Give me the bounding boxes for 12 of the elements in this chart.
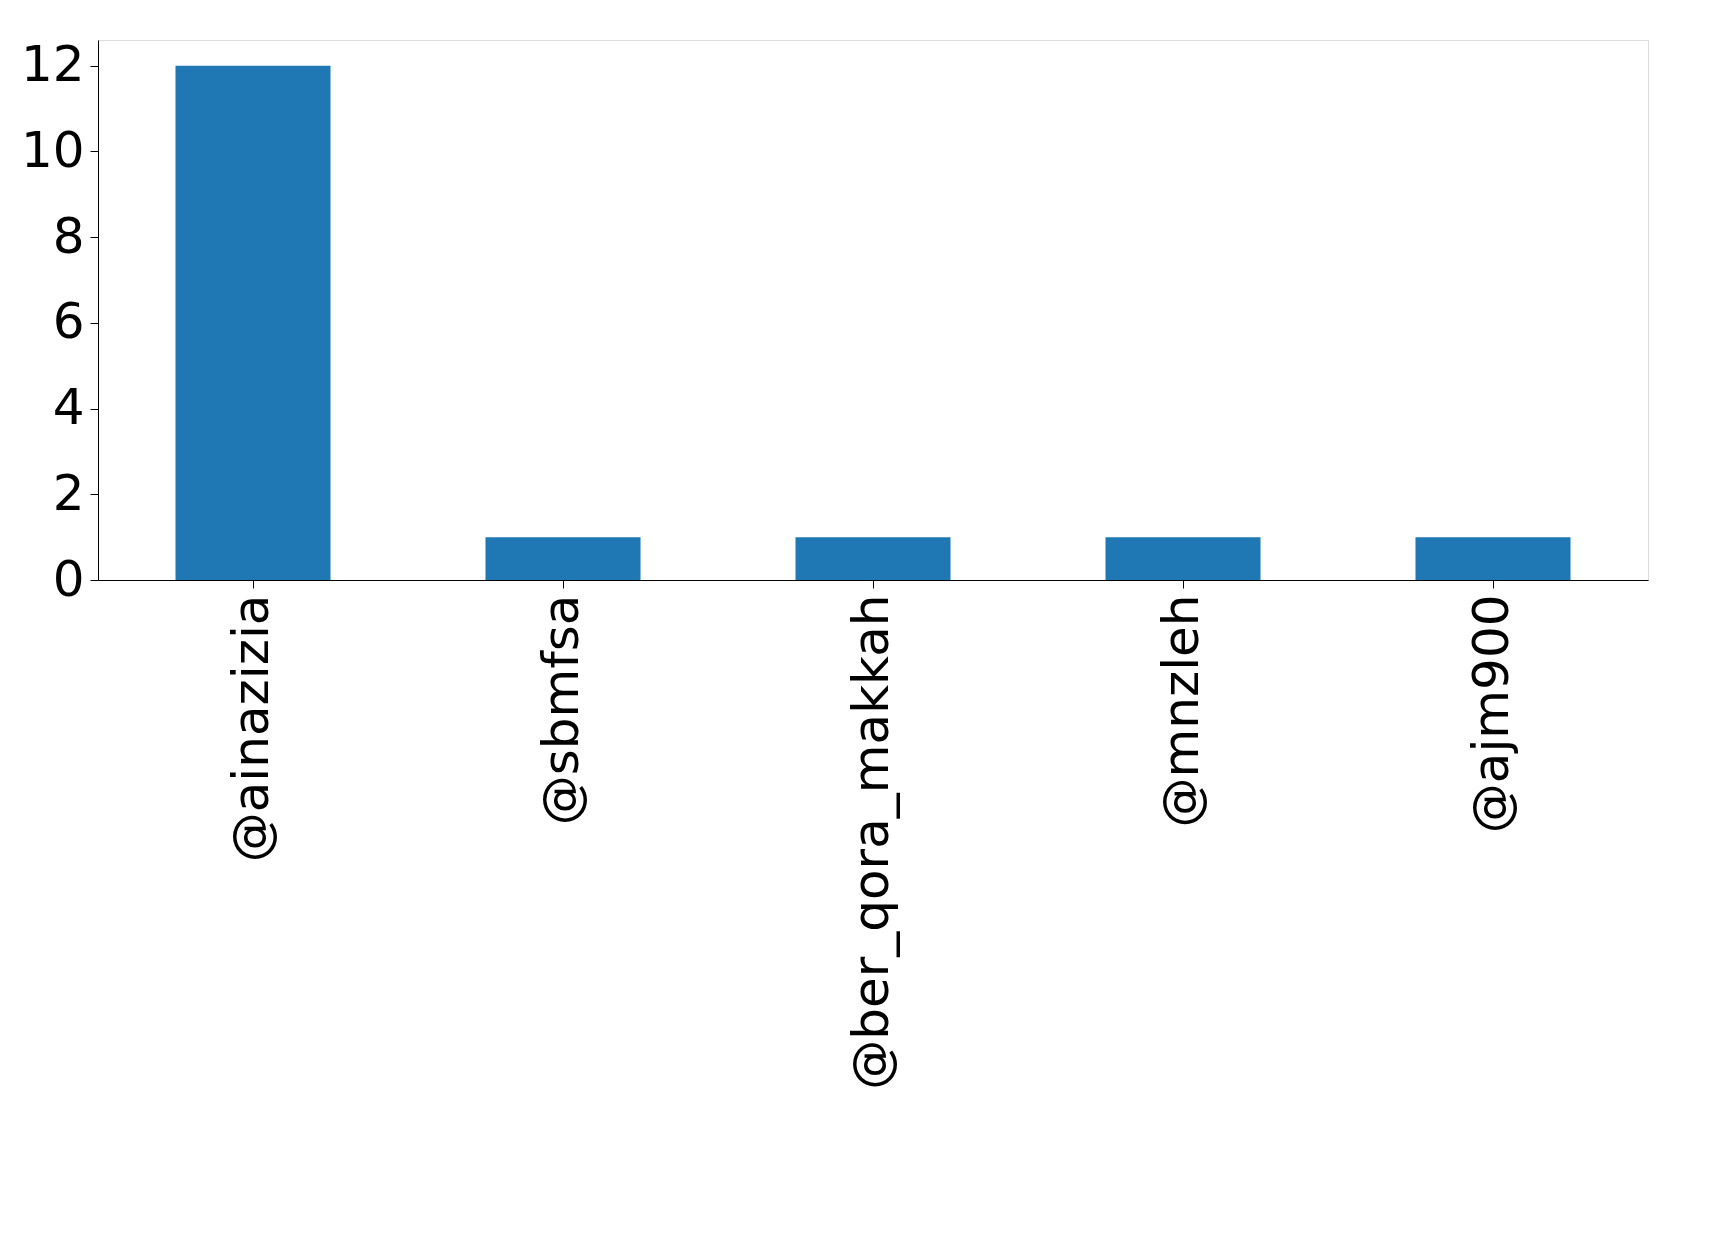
y-tick-label: 2: [52, 463, 85, 522]
x-tick-label: @sbmfsa: [532, 594, 590, 826]
x-tick-label: @ainazizia: [222, 594, 280, 863]
y-tick-label: 6: [52, 292, 85, 351]
y-tick-label: 4: [52, 378, 85, 437]
x-tick-label: @mnzleh: [1152, 594, 1210, 828]
y-tick-label: 12: [20, 35, 85, 94]
x-tick-label: @ber_qora_makkah: [842, 594, 900, 1090]
y-tick-label: 10: [20, 120, 85, 179]
y-tick-label: 8: [52, 206, 85, 265]
y-tick-label: 0: [52, 549, 85, 608]
x-tick-label: @ajm900: [1462, 594, 1520, 834]
